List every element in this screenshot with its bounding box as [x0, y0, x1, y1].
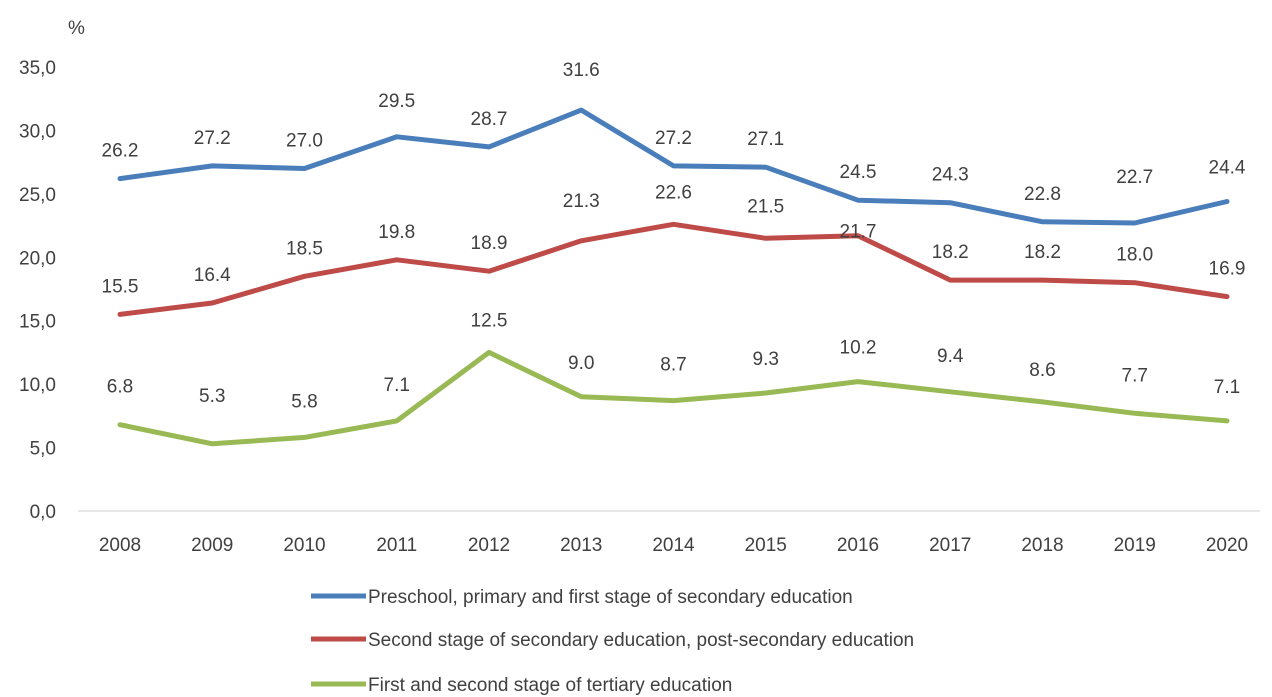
data-label: 24.5	[840, 162, 877, 183]
y-tick-label: 15,0	[19, 312, 56, 333]
data-label: 10.2	[840, 338, 877, 359]
y-tick-label: 35,0	[19, 58, 56, 79]
y-tick-label: 5,0	[30, 439, 56, 460]
data-label: 27.1	[747, 129, 784, 150]
data-label: 5.3	[199, 386, 225, 407]
data-label: 27.2	[655, 128, 692, 149]
secondary-post-secondary-series-line	[117, 221, 1230, 317]
legend-item: Second stage of secondary education, pos…	[311, 630, 914, 651]
x-tick-label: 2018	[1021, 535, 1063, 556]
x-axis-ticks: 2008 2009 2010 2011 2012 2013 2014 2015 2016 2017…	[99, 535, 1248, 556]
x-tick-label: 2019	[1114, 535, 1156, 556]
data-label: 7.1	[1214, 377, 1240, 398]
data-label: 18.5	[286, 238, 323, 259]
legend-item: Preschool, primary and first stage of se…	[311, 587, 853, 608]
data-labels: 26.2 27.2 27.0 29.5 28.7 31.6 27.2 27.1 24.5 24.3…	[102, 60, 1246, 412]
x-tick-label: 2020	[1206, 535, 1248, 556]
data-label: 26.2	[102, 141, 139, 162]
data-label: 19.8	[378, 222, 415, 243]
data-label: 7.1	[384, 375, 410, 396]
data-label: 16.4	[194, 265, 231, 286]
legend: Preschool, primary and first stage of se…	[311, 587, 914, 696]
data-label: 31.6	[563, 60, 600, 81]
data-label: 9.0	[568, 353, 594, 374]
data-label: 24.3	[932, 165, 969, 186]
data-label: 22.6	[655, 182, 692, 203]
x-tick-label: 2013	[560, 535, 602, 556]
x-tick-label: 2014	[652, 535, 695, 556]
data-label: 9.3	[753, 349, 779, 370]
x-tick-label: 2008	[99, 535, 141, 556]
x-tick-label: 2009	[191, 535, 233, 556]
legend-label: Preschool, primary and first stage of se…	[368, 587, 853, 608]
data-label: 18.0	[1116, 245, 1153, 266]
legend-item: First and second stage of tertiary educa…	[311, 675, 732, 696]
legend-label: Second stage of secondary education, pos…	[368, 630, 914, 651]
data-label: 7.7	[1122, 365, 1148, 386]
y-tick-label: 25,0	[19, 185, 56, 206]
data-label: 27.0	[286, 130, 323, 151]
y-tick-label: 0,0	[30, 502, 56, 523]
x-tick-label: 2017	[929, 535, 971, 556]
y-axis-unit-label: %	[68, 18, 85, 39]
y-axis-ticks: 0,0 5,0 10,0 15,0 20,0 25,0 30,0 35,0	[19, 58, 56, 523]
x-tick-label: 2012	[468, 535, 510, 556]
data-label: 22.8	[1024, 184, 1061, 205]
x-tick-label: 2010	[283, 535, 325, 556]
preschool-primary-series-line	[117, 107, 1230, 226]
y-tick-label: 30,0	[19, 121, 56, 142]
data-label: 8.6	[1029, 360, 1055, 381]
data-label: 21.5	[747, 196, 784, 217]
data-label: 16.9	[1209, 259, 1246, 280]
data-label: 9.4	[937, 346, 964, 367]
y-tick-label: 20,0	[19, 248, 56, 269]
data-label: 21.3	[563, 191, 600, 212]
data-label: 18.9	[471, 233, 508, 254]
data-label: 28.7	[471, 109, 508, 130]
legend-label: First and second stage of tertiary educa…	[368, 675, 732, 696]
tertiary-series-line	[117, 349, 1230, 447]
data-label: 18.2	[932, 242, 969, 263]
series-lines	[117, 107, 1230, 447]
data-label: 6.8	[107, 377, 133, 398]
data-label: 21.7	[840, 222, 877, 243]
data-label: 27.2	[194, 128, 231, 149]
x-tick-label: 2016	[837, 535, 879, 556]
data-label: 18.2	[1024, 242, 1061, 263]
data-label: 15.5	[102, 276, 139, 297]
data-label: 8.7	[660, 355, 686, 376]
data-label: 22.7	[1116, 167, 1153, 188]
x-tick-label: 2011	[376, 535, 417, 556]
y-tick-label: 10,0	[19, 375, 56, 396]
data-label: 5.8	[291, 391, 317, 412]
data-label: 12.5	[471, 310, 508, 331]
data-label: 29.5	[378, 91, 415, 112]
x-tick-label: 2015	[745, 535, 787, 556]
data-label: 24.4	[1209, 157, 1246, 178]
